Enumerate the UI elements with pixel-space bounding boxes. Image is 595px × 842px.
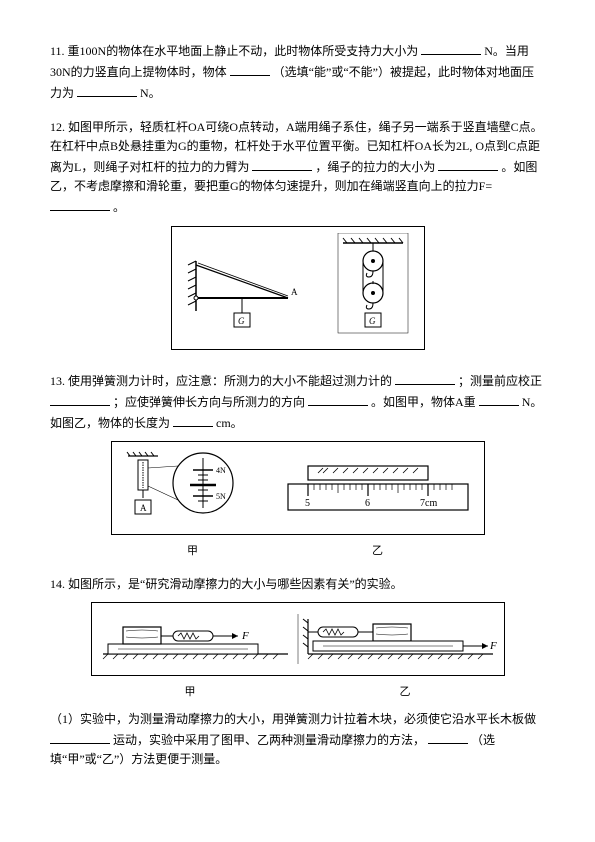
scale-4N: 4N xyxy=(216,466,226,475)
q14-sublabel-a: 甲 xyxy=(98,684,283,702)
label-G2: G xyxy=(369,316,376,326)
q13-text3: ；应使弹簧伸长方向与所测力的方向 xyxy=(113,395,305,409)
label-A: A xyxy=(291,287,298,297)
blank-q13-5[interactable] xyxy=(479,391,519,406)
ruler-5: 5 xyxy=(305,498,310,509)
q13-text4: 。如图甲，物体A重 xyxy=(371,395,476,409)
question-11: 11. 重100N的物体在水平地面上静止不动，此时物体所受支持力大小为 N。当用… xyxy=(50,40,545,104)
lever-pulley-diagram: A G xyxy=(178,233,418,343)
spring-ruler-diagram: A 4N xyxy=(118,448,478,528)
q13-figures: A 4N xyxy=(50,441,545,561)
blank-q11-2[interactable] xyxy=(230,61,270,76)
q12-text2: ，绳子的拉力的大小为 xyxy=(315,160,435,174)
blank-q13-6[interactable] xyxy=(173,412,213,427)
label-block-A: A xyxy=(140,503,147,513)
q13-text2: ；测量前应校正 xyxy=(458,374,542,388)
blank-q13-1[interactable] xyxy=(395,370,455,385)
blank-q13-4[interactable] xyxy=(308,391,368,406)
blank-q11-3[interactable] xyxy=(77,82,137,97)
ruler-6: 6 xyxy=(365,498,370,509)
blank-q12-1[interactable] xyxy=(252,156,312,171)
friction-diagram: F xyxy=(98,609,498,669)
q11-text: 11. 重100N的物体在水平地面上静止不动，此时物体所受支持力大小为 xyxy=(50,44,418,58)
q14-text: 14. 如图所示，是“研究滑动摩擦力的大小与哪些因素有关”的实验。 xyxy=(50,577,403,591)
blank-q12-3[interactable] xyxy=(50,196,110,211)
q14-sub1-text: （1）实验中，为测量滑动摩擦力的大小，用弹簧测力计拉着木块，必须使它沿水平长木板… xyxy=(50,712,536,726)
blank-q12-2[interactable] xyxy=(438,156,498,171)
q12-figures: A G xyxy=(50,226,545,356)
label-F2: F xyxy=(489,640,497,652)
q13-sublabel-b: 乙 xyxy=(288,543,468,561)
label-G: G xyxy=(238,316,245,326)
blank-q14-1[interactable] xyxy=(50,729,110,744)
question-14: 14. 如图所示，是“研究滑动摩擦力的大小与哪些因素有关”的实验。 xyxy=(50,575,545,770)
blank-q14-2[interactable] xyxy=(428,729,468,744)
q14-sublabel-b: 乙 xyxy=(313,684,498,702)
question-12: 12. 如图甲所示，轻质杠杆OA可绕O点转动，A端用绳子系住，绳子另一端系于竖直… xyxy=(50,118,545,356)
ruler-7: 7cm xyxy=(420,498,437,509)
q14-sub1: （1）实验中，为测量滑动摩擦力的大小，用弹簧测力计拉着木块，必须使它沿水平长木板… xyxy=(50,710,545,770)
q13-text: 13. 使用弹簧测力计时，应注意：所测力的大小不能超过测力计的 xyxy=(50,374,392,388)
q14-figures: F xyxy=(50,602,545,702)
q12-text4: 。 xyxy=(113,200,125,214)
blank-q13-3[interactable] xyxy=(50,391,110,406)
q13-text6: cm。 xyxy=(216,416,243,430)
question-13: 13. 使用弹簧测力计时，应注意：所测力的大小不能超过测力计的 ；测量前应校正 … xyxy=(50,370,545,561)
q11-text4: N。 xyxy=(140,86,161,100)
q14-sub1b-text: 运动，实验中采用了图甲、乙两种测量滑动摩擦力的方法， xyxy=(113,733,425,747)
q13-sublabel-a: 甲 xyxy=(128,543,258,561)
blank-q11-1[interactable] xyxy=(421,40,481,55)
label-F1: F xyxy=(241,630,249,642)
scale-5N: 5N xyxy=(216,492,226,501)
